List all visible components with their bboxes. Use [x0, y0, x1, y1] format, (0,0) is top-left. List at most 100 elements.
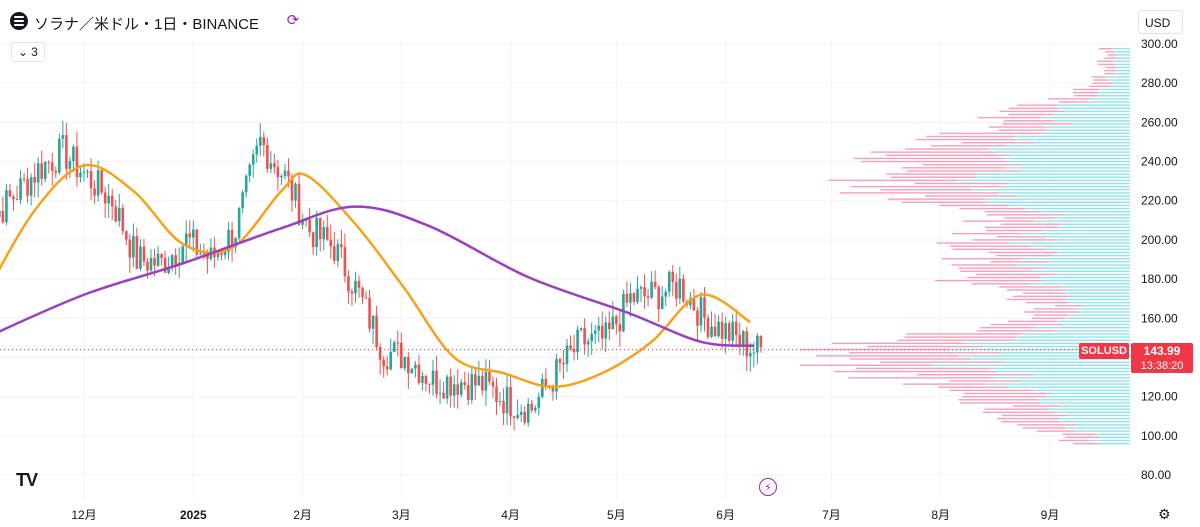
- profile-bar-92: [885, 154, 1130, 156]
- candle-151: [512, 415, 516, 431]
- profile-bar-33: [897, 339, 1130, 341]
- profile-bar-14: [958, 399, 1130, 401]
- candle-143: [484, 358, 488, 407]
- profile-bar-48: [1022, 292, 1130, 294]
- candle-97: [322, 220, 326, 251]
- candle-208: [713, 313, 717, 338]
- candle-119: [399, 332, 403, 369]
- candle-56: [177, 247, 181, 279]
- candle-167: [569, 335, 572, 352]
- candle-187: [639, 285, 643, 302]
- x-tick-label-4: 4月: [501, 508, 520, 522]
- profile-bar-84: [828, 179, 1130, 182]
- profile-bar-95: [931, 145, 1130, 147]
- profile-bar-21: [848, 377, 1130, 379]
- profile-bar-119: [1104, 69, 1130, 72]
- candle-26: [72, 144, 75, 173]
- candle-121: [407, 352, 410, 389]
- candle-23: [61, 120, 65, 149]
- candle-70: [227, 222, 230, 261]
- candle-93: [308, 208, 311, 238]
- profile-bar-53: [966, 276, 1130, 279]
- profile-bar-93: [870, 151, 1130, 153]
- symbol-title[interactable]: ソラナ／米ドル・1日・BINANCE: [34, 16, 260, 33]
- profile-bar-60: [995, 254, 1130, 257]
- x-tick-label-7: 7月: [822, 508, 841, 522]
- indicators-toggle-button[interactable]: ⌄ 3: [11, 42, 45, 62]
- candle-21: [54, 166, 58, 179]
- candle-86: [283, 164, 287, 180]
- profile-bar-67: [951, 232, 1130, 235]
- candle-135: [456, 369, 460, 409]
- candle-6: [1, 196, 5, 224]
- candle-116: [389, 338, 393, 371]
- x-tick-label-1: 2025: [180, 508, 207, 522]
- candle-43: [132, 223, 135, 268]
- candle-169: [576, 325, 579, 360]
- y-tick-label-9: 260.00: [1141, 115, 1178, 129]
- profile-bar-34: [904, 336, 1130, 338]
- candlestick-series: [0, 120, 763, 431]
- profile-bar-63: [949, 245, 1130, 247]
- profile-bar-111: [1074, 95, 1130, 97]
- profile-bar-5: [1022, 427, 1130, 429]
- lightning-icon[interactable]: ⚡: [759, 478, 777, 496]
- profile-bar-108: [1017, 104, 1130, 106]
- profile-bar-41: [1033, 314, 1130, 316]
- profile-bar-25: [800, 364, 1130, 366]
- profile-bar-125: [1104, 51, 1130, 53]
- currency-select[interactable]: USD: [1138, 10, 1183, 34]
- candle-15: [33, 163, 36, 198]
- candle-132: [445, 374, 449, 404]
- candle-127: [428, 383, 431, 394]
- candle-189: [646, 288, 650, 307]
- candle-190: [650, 271, 653, 300]
- profile-bar-61: [988, 251, 1130, 254]
- profile-bar-71: [963, 220, 1130, 222]
- candle-22: [58, 133, 61, 176]
- candle-165: [562, 349, 565, 380]
- candle-209: [717, 315, 720, 338]
- profile-bar-83: [914, 182, 1130, 185]
- profile-bar-7: [1001, 421, 1130, 423]
- profile-bar-94: [905, 148, 1130, 150]
- profile-bar-121: [1097, 63, 1130, 66]
- profile-bar-64: [936, 242, 1130, 244]
- candle-194: [664, 288, 668, 307]
- candle-130: [438, 378, 442, 405]
- candle-85: [280, 174, 283, 185]
- candle-186: [636, 276, 639, 305]
- candle-192: [657, 284, 660, 322]
- candle-80: [262, 131, 266, 157]
- candle-59: [188, 220, 192, 250]
- candle-181: [618, 308, 622, 347]
- candle-120: [403, 356, 407, 372]
- fast-moving-average-line: [0, 163, 752, 389]
- profile-bar-27: [850, 358, 1130, 360]
- candle-17: [40, 150, 43, 186]
- candle-188: [643, 274, 646, 309]
- candle-103: [343, 233, 347, 283]
- candle-125: [421, 372, 424, 391]
- x-tick-label-2: 2月: [293, 508, 312, 522]
- candle-57: [181, 243, 185, 263]
- bar-countdown: 13:38:20: [1140, 360, 1184, 372]
- profile-bar-124: [1107, 54, 1130, 56]
- share-icon[interactable]: ⟳: [286, 12, 300, 29]
- profile-bar-123: [1104, 57, 1130, 59]
- profile-bar-100: [998, 129, 1130, 131]
- candle-141: [477, 361, 481, 386]
- candle-150: [509, 376, 512, 426]
- chart-grid: [0, 40, 1130, 500]
- candle-95: [315, 210, 318, 256]
- candle-168: [572, 334, 576, 361]
- candle-84: [276, 159, 280, 191]
- candle-51: [160, 253, 163, 266]
- gear-icon[interactable]: ⚙: [1158, 506, 1171, 522]
- y-tick-label-5: 180.00: [1141, 272, 1178, 286]
- profile-bar-115: [1092, 82, 1130, 84]
- profile-bar-107: [1008, 107, 1130, 109]
- candle-16: [36, 157, 40, 198]
- tradingview-logo[interactable]: TV: [16, 470, 38, 490]
